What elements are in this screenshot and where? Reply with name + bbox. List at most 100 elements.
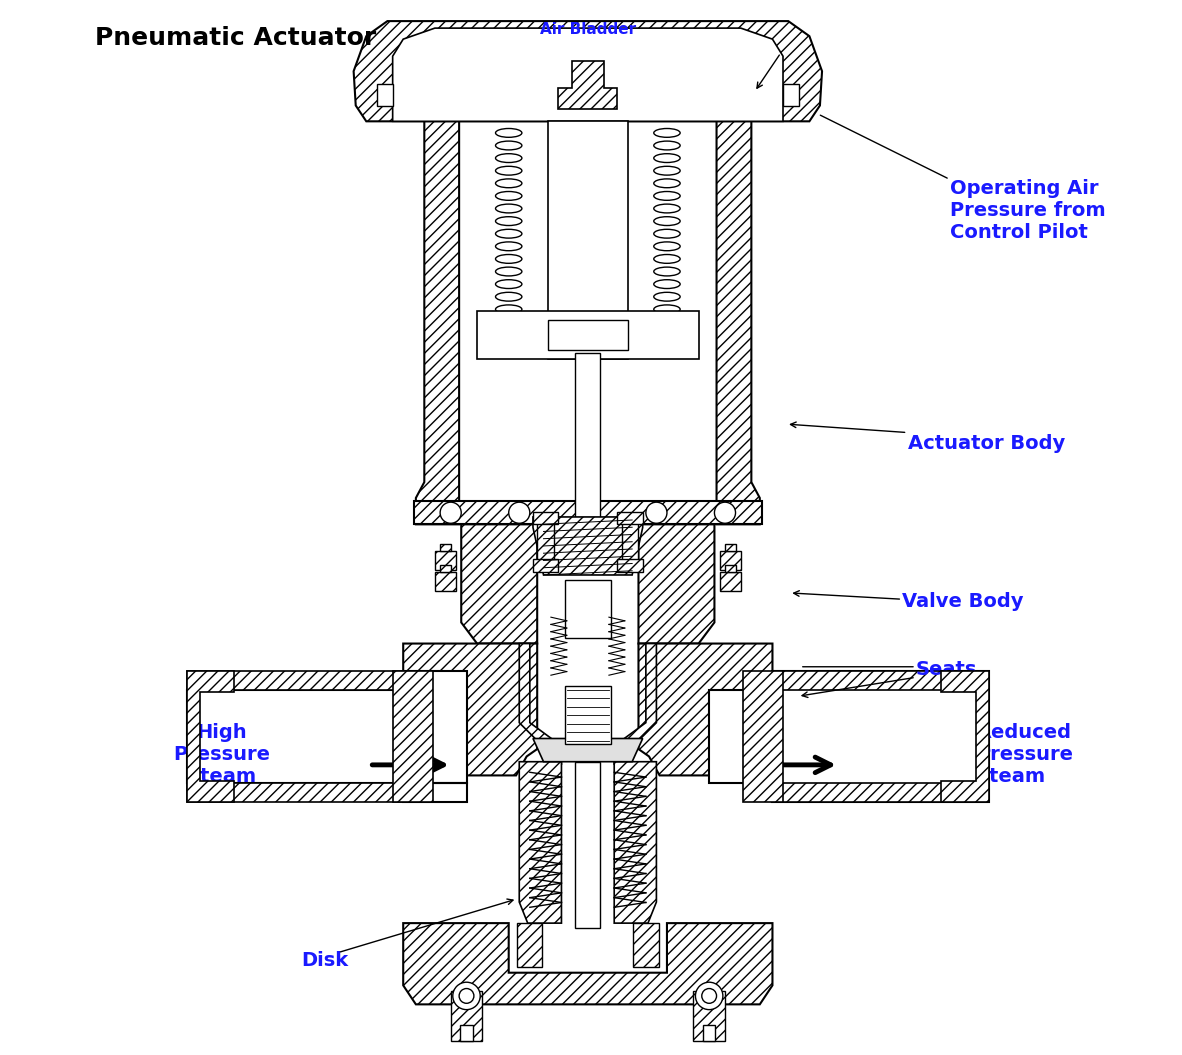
Ellipse shape (654, 192, 680, 200)
Ellipse shape (495, 216, 522, 226)
Polygon shape (941, 671, 988, 802)
Polygon shape (615, 644, 656, 765)
Polygon shape (416, 121, 459, 524)
Ellipse shape (495, 229, 522, 238)
Ellipse shape (654, 267, 680, 276)
Bar (547, 320, 628, 350)
Ellipse shape (495, 141, 522, 150)
Circle shape (695, 982, 723, 1010)
Ellipse shape (495, 343, 522, 351)
Polygon shape (392, 671, 433, 802)
Circle shape (459, 989, 474, 1003)
Polygon shape (519, 762, 561, 923)
Ellipse shape (654, 254, 680, 264)
Polygon shape (743, 671, 782, 802)
Ellipse shape (654, 179, 680, 188)
Text: Disk: Disk (301, 951, 348, 970)
Ellipse shape (654, 141, 680, 150)
Text: Pneumatic Actuator: Pneumatic Actuator (95, 26, 376, 51)
Polygon shape (716, 121, 760, 524)
Text: Actuator Body: Actuator Body (908, 434, 1065, 453)
Circle shape (508, 502, 530, 523)
Bar (478, 311, 699, 359)
Ellipse shape (654, 129, 680, 137)
Text: Valve Body: Valve Body (902, 592, 1024, 611)
Polygon shape (461, 524, 537, 644)
Polygon shape (519, 644, 561, 765)
Ellipse shape (654, 204, 680, 213)
Polygon shape (377, 84, 392, 106)
Polygon shape (720, 572, 741, 591)
Ellipse shape (495, 330, 522, 339)
Ellipse shape (495, 305, 522, 313)
Polygon shape (638, 524, 714, 644)
Bar (565, 580, 611, 638)
Circle shape (702, 989, 716, 1003)
Bar (576, 353, 600, 549)
Polygon shape (782, 84, 799, 106)
Polygon shape (403, 644, 537, 775)
Bar (576, 762, 600, 928)
Circle shape (577, 502, 598, 523)
Bar (450, 991, 482, 1041)
Bar (533, 512, 558, 524)
Ellipse shape (654, 305, 680, 313)
Circle shape (645, 502, 667, 523)
Bar (460, 1025, 473, 1041)
Text: Operating Air
Pressure from
Control Pilot: Operating Air Pressure from Control Pilo… (949, 179, 1105, 243)
Ellipse shape (654, 242, 680, 251)
Polygon shape (725, 544, 735, 551)
Polygon shape (725, 565, 735, 572)
Ellipse shape (654, 318, 680, 326)
Polygon shape (435, 572, 456, 591)
Ellipse shape (654, 216, 680, 226)
Ellipse shape (495, 280, 522, 288)
Ellipse shape (495, 167, 522, 175)
Circle shape (440, 502, 461, 523)
Bar (537, 522, 554, 570)
Polygon shape (187, 671, 467, 802)
Ellipse shape (654, 292, 680, 301)
Polygon shape (440, 565, 450, 572)
Bar (547, 121, 628, 359)
Bar (634, 923, 658, 967)
Bar (703, 1025, 715, 1041)
Ellipse shape (654, 343, 680, 351)
Ellipse shape (654, 330, 680, 339)
Ellipse shape (495, 292, 522, 301)
Polygon shape (392, 28, 782, 121)
Circle shape (453, 982, 480, 1010)
Ellipse shape (495, 192, 522, 200)
Ellipse shape (495, 204, 522, 213)
Polygon shape (558, 61, 617, 109)
Bar (518, 923, 543, 967)
Ellipse shape (654, 229, 680, 238)
Polygon shape (187, 671, 234, 802)
Ellipse shape (495, 179, 522, 188)
Bar (617, 559, 643, 572)
Polygon shape (720, 551, 741, 570)
Text: Seats: Seats (916, 660, 978, 679)
Text: Air Bladder: Air Bladder (540, 22, 636, 37)
Ellipse shape (654, 154, 680, 162)
Bar (533, 559, 558, 572)
Polygon shape (709, 671, 988, 802)
Polygon shape (773, 671, 988, 690)
Circle shape (714, 502, 735, 523)
Polygon shape (440, 544, 450, 551)
Polygon shape (403, 923, 773, 1004)
Polygon shape (773, 783, 988, 802)
Polygon shape (638, 644, 773, 775)
Ellipse shape (654, 167, 680, 175)
Bar (569, 723, 606, 738)
Text: High
Pressure
Steam: High Pressure Steam (174, 723, 271, 786)
Polygon shape (187, 671, 403, 690)
Polygon shape (353, 21, 821, 121)
Text: Reduced
Pressure
Steam: Reduced Pressure Steam (976, 723, 1073, 786)
Bar (622, 522, 638, 570)
Bar (565, 686, 611, 744)
Ellipse shape (654, 280, 680, 288)
Polygon shape (533, 517, 643, 575)
Polygon shape (615, 762, 656, 923)
Ellipse shape (495, 254, 522, 264)
